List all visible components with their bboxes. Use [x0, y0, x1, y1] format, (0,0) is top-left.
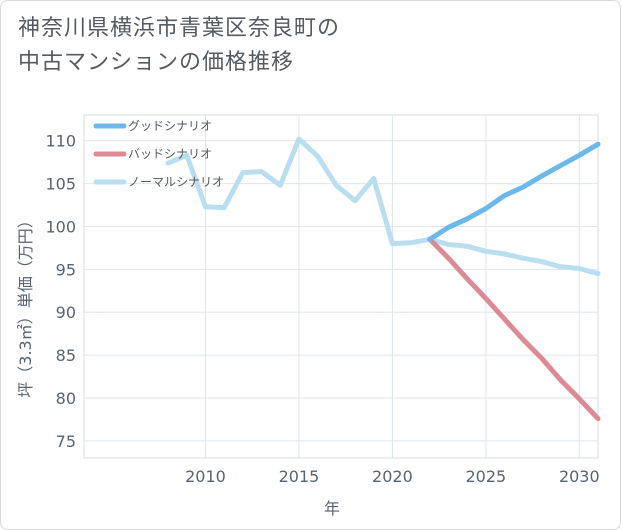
- x-tick-label-2020: 2020: [372, 467, 413, 486]
- legend-label-2: バッドシナリオ: [128, 147, 212, 161]
- x-axis-title: 年: [324, 499, 340, 518]
- series-line-1: [427, 141, 601, 242]
- y-tick-label-110: 110: [45, 132, 76, 151]
- y-tick-label-90: 90: [56, 303, 76, 322]
- x-tick-label-2015: 2015: [279, 467, 320, 486]
- chart-title: 神奈川県横浜市青葉区奈良町の 中古マンションの価格推移: [18, 12, 438, 80]
- x-tick-label-2030: 2030: [559, 467, 600, 486]
- y-tick-label-75: 75: [56, 432, 76, 451]
- y-tick-label-85: 85: [56, 346, 76, 365]
- plot-area: [83, 114, 599, 459]
- grid: [83, 114, 599, 459]
- chart-title-line-1: 神奈川県横浜市青葉区奈良町の: [18, 16, 341, 41]
- x-tick-label-2010: 2010: [185, 467, 226, 486]
- series-line-2: [427, 236, 601, 422]
- axes: 75 80 85 90 95 100 105 110 2010 2015 2020 2025 2030: [45, 132, 599, 486]
- legend-label-1: グッドシナリオ: [128, 119, 212, 133]
- y-tick-label-100: 100: [45, 217, 76, 236]
- series-line-3: [165, 136, 601, 277]
- legend-label-3: ノーマルシナリオ: [128, 175, 224, 189]
- series-lines: [165, 136, 601, 422]
- y-tick-label-95: 95: [56, 260, 76, 279]
- y-tick-label-80: 80: [56, 389, 76, 408]
- y-axis-title: 坪（3.3㎡）単価（万円）: [16, 212, 35, 397]
- y-tick-label-105: 105: [45, 175, 76, 194]
- x-tick-label-2025: 2025: [465, 467, 506, 486]
- chart-title-line-2: 中古マンションの価格推移: [18, 50, 295, 75]
